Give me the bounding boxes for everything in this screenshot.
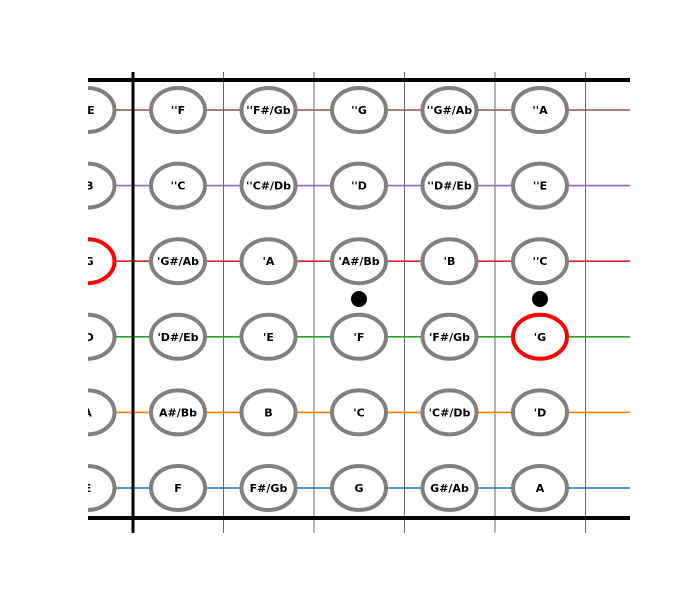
note-label: ''F#/Gb (246, 104, 291, 117)
note-circle (239, 161, 298, 210)
note-circle (420, 86, 479, 134)
note-label: ''A (532, 104, 548, 117)
note-circle (149, 237, 207, 286)
note-label: 'E (263, 331, 274, 344)
note-circle (239, 464, 298, 512)
highlighted-note-circle (88, 237, 117, 286)
note-label: F#/Gb (250, 482, 288, 495)
note-circle (239, 312, 298, 361)
note-circle (149, 161, 207, 210)
note-label: ''D#/Eb (427, 180, 472, 193)
fret-marker-dot (532, 291, 548, 307)
note-label: 'A#/Bb (338, 255, 379, 268)
fret-marker-dot (351, 291, 367, 307)
note-label: 'C (353, 406, 364, 419)
note-circle (511, 237, 569, 286)
note-label: 'D (534, 406, 547, 419)
note-label: 'G (534, 331, 546, 344)
note-label: 'B (82, 180, 94, 193)
note-label: 'B (444, 255, 456, 268)
note-circle (511, 388, 569, 437)
note-circle (330, 161, 388, 210)
note-circle (330, 237, 388, 286)
note-circle (330, 312, 388, 361)
note-label: B (264, 406, 272, 419)
note-label: ''D (351, 180, 367, 193)
note-circle (420, 161, 479, 210)
note-circle (511, 86, 569, 134)
note-circle (420, 237, 479, 286)
note-label: ''G (351, 104, 367, 117)
note-label: A (83, 406, 92, 419)
note-label: 'A (263, 255, 275, 268)
note-label: G (354, 482, 363, 495)
note-circle (330, 464, 388, 512)
note-label: ''C#/Db (246, 180, 291, 193)
note-circle (149, 388, 207, 437)
note-label: ''E (533, 180, 547, 193)
note-circle (149, 464, 207, 512)
note-label: 'G (81, 255, 93, 268)
note-label: 'F#/Gb (429, 331, 470, 344)
note-label: ''E (80, 104, 94, 117)
note-circle (330, 388, 388, 437)
note-circle (149, 86, 207, 134)
note-circle (420, 388, 479, 437)
note-label: G#/Ab (430, 482, 469, 495)
note-label: ''G#/Ab (427, 104, 473, 117)
note-label: E (84, 482, 92, 495)
note-label: ''C (533, 255, 548, 268)
note-label: 'D (81, 331, 94, 344)
note-circle (88, 86, 117, 134)
note-circle (511, 464, 569, 512)
note-circle (88, 388, 117, 437)
note-label: 'G#/Ab (157, 255, 199, 268)
note-circle (239, 237, 298, 286)
note-label: 'D#/Eb (157, 331, 198, 344)
note-circle (420, 312, 479, 361)
note-circle (88, 464, 117, 512)
note-label: ''F (171, 104, 185, 117)
note-circle (239, 388, 298, 437)
note-label: 'C#/Db (429, 406, 471, 419)
note-circle (239, 86, 298, 134)
note-label: ''C (171, 180, 186, 193)
note-circle (88, 312, 117, 361)
note-circle (88, 161, 117, 210)
note-circle (149, 312, 207, 361)
note-circle (511, 161, 569, 210)
note-circle (420, 464, 479, 512)
note-label: F (174, 482, 182, 495)
note-label: 'F (354, 331, 365, 344)
highlighted-note-circle (511, 312, 569, 361)
note-circle (330, 86, 388, 134)
note-label: A (536, 482, 545, 495)
note-label: A#/Bb (159, 406, 197, 419)
